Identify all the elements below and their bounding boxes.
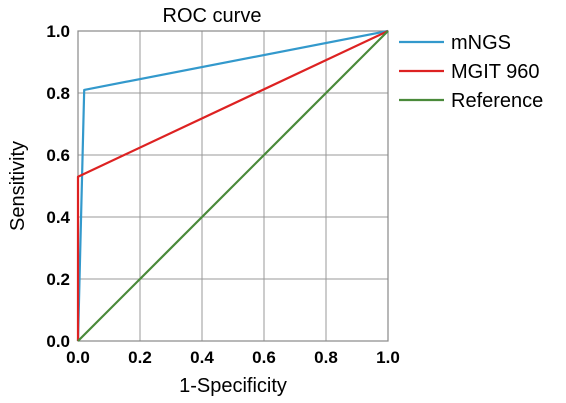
series-line-reference — [77, 30, 389, 342]
y-tick-label: 0.8 — [46, 84, 70, 103]
legend-label: MGIT 960 — [451, 61, 540, 83]
series-lines — [76, 29, 389, 342]
x-axis-label: 1-Specificity — [179, 375, 287, 397]
x-tick-label: 1.0 — [376, 348, 400, 367]
legend-label: Reference — [451, 90, 543, 112]
x-tick-label: 0.6 — [252, 348, 276, 367]
x-tick-labels: 0.0 0.2 0.4 0.6 0.8 1.0 — [66, 348, 400, 367]
y-tick-labels: 0.0 0.2 0.4 0.6 0.8 1.0 — [46, 22, 70, 351]
series-line-mgit-960 — [76, 30, 389, 341]
y-tick-label: 0.2 — [46, 270, 70, 289]
x-tick-label: 0.8 — [314, 348, 338, 367]
y-axis-label: Sensitivity — [7, 141, 29, 231]
legend: mNGS MGIT 960 Reference — [399, 32, 543, 112]
x-tick-label: 0.4 — [190, 348, 214, 367]
x-tick-label: 0.0 — [66, 348, 90, 367]
y-tick-label: 0.4 — [46, 208, 70, 227]
y-tick-label: 0.6 — [46, 146, 70, 165]
legend-label: mNGS — [451, 32, 511, 54]
x-tick-label: 0.2 — [128, 348, 152, 367]
series-line-mngs — [76, 29, 389, 342]
y-tick-label: 1.0 — [46, 22, 70, 41]
chart-title: ROC curve — [163, 5, 262, 27]
y-tick-label: 0.0 — [46, 332, 70, 351]
